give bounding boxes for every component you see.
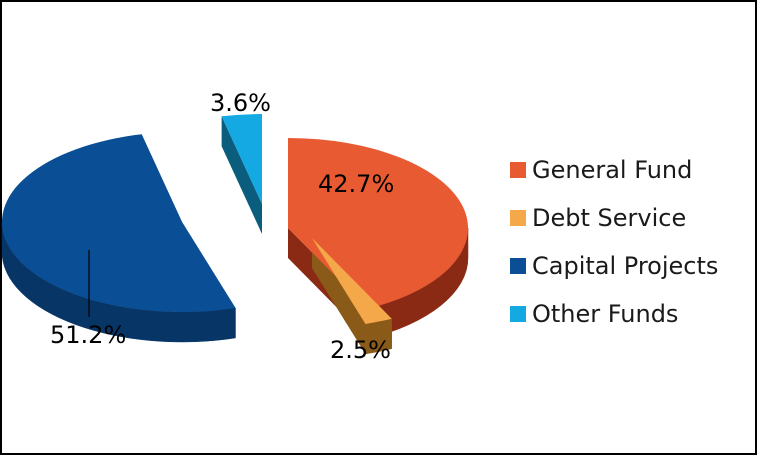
- legend-swatch-general-fund: [510, 162, 526, 178]
- legend-item-debt-service: Debt Service: [510, 194, 718, 242]
- legend: General Fund Debt Service Capital Projec…: [510, 146, 718, 338]
- pie-slice-other-funds: [221, 114, 262, 204]
- pie-tops: [1, 114, 469, 324]
- pie-slice-debt-service: [312, 238, 392, 324]
- legend-item-general-fund: General Fund: [510, 146, 718, 194]
- data-label-general-fund: 42.7%: [318, 170, 394, 198]
- legend-swatch-other-funds: [510, 306, 526, 322]
- legend-item-capital-projects: Capital Projects: [510, 242, 718, 290]
- data-labels: 42.7% 2.5% 51.2% 3.6%: [50, 89, 394, 364]
- pie-cut-other-funds-0: [221, 116, 262, 234]
- legend-item-other-funds: Other Funds: [510, 290, 718, 338]
- pie-slice-capital-projects: [1, 134, 236, 313]
- pie-cut-debt-service-1: [312, 238, 366, 354]
- legend-label-other-funds: Other Funds: [532, 300, 679, 328]
- data-label-debt-service: 2.5%: [330, 336, 391, 364]
- legend-swatch-capital-projects: [510, 258, 526, 274]
- legend-label-capital-projects: Capital Projects: [532, 252, 719, 280]
- data-label-capital-projects: 51.2%: [50, 321, 126, 349]
- legend-label-general-fund: General Fund: [532, 156, 693, 184]
- legend-label-debt-service: Debt Service: [532, 204, 687, 232]
- legend-swatch-debt-service: [510, 210, 526, 226]
- data-label-other-funds: 3.6%: [210, 89, 271, 117]
